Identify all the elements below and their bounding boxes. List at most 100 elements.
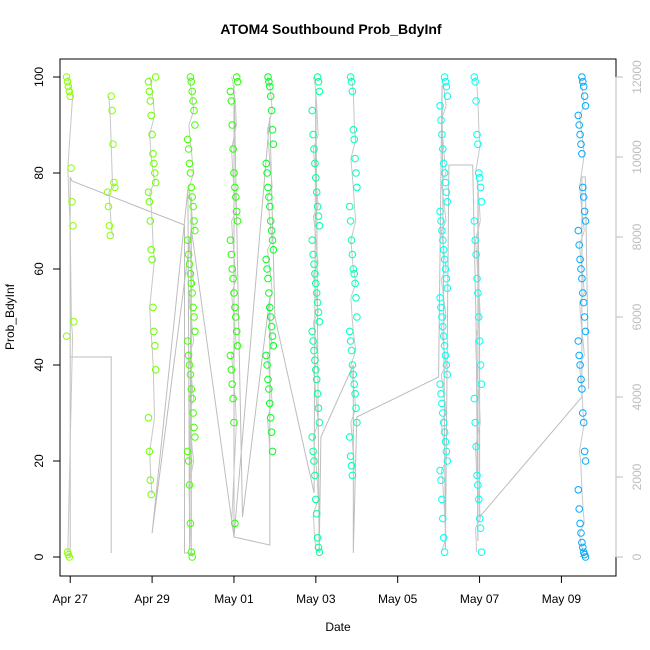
- cluster-vertical-line: [440, 268, 447, 279]
- data-point: [228, 265, 236, 273]
- data-point: [315, 418, 324, 427]
- cluster-vertical-line: [315, 292, 318, 303]
- data-point: [475, 495, 483, 504]
- cluster-vertical-line: [579, 451, 582, 462]
- data-point: [581, 217, 590, 225]
- data-point: [312, 366, 320, 374]
- data-point: [265, 385, 273, 393]
- cluster-vertical-line: [266, 307, 270, 318]
- point-cluster: [103, 92, 119, 240]
- cluster-vertical-line: [232, 307, 235, 318]
- cluster-vertical-line: [269, 163, 272, 174]
- data-point: [574, 337, 583, 345]
- data-point: [265, 289, 273, 297]
- data-point: [473, 471, 481, 480]
- data-point: [350, 380, 359, 389]
- data-point: [185, 159, 194, 168]
- data-point: [442, 82, 451, 91]
- cluster-vertical-line: [234, 196, 237, 212]
- data-point: [472, 97, 480, 105]
- cluster-vertical-line: [314, 283, 317, 294]
- cluster-vertical-line: [188, 355, 191, 366]
- data-point: [62, 73, 71, 81]
- data-point: [232, 73, 241, 81]
- cluster-vertical-line: [315, 177, 318, 193]
- cluster-vertical-line: [352, 384, 355, 394]
- data-point: [108, 106, 116, 115]
- y-tick-label: 80: [32, 166, 46, 180]
- cluster-vertical-line: [580, 124, 583, 135]
- cluster-vertical-line: [190, 91, 193, 102]
- data-point: [475, 514, 484, 523]
- cluster-vertical-line: [350, 350, 357, 366]
- cluster-vertical-line: [316, 408, 319, 423]
- cluster-vertical-line: [314, 451, 317, 462]
- data-point: [475, 337, 484, 345]
- cluster-vertical-line: [190, 552, 193, 558]
- cluster-vertical-line: [188, 484, 191, 524]
- data-point: [149, 303, 157, 312]
- data-point: [311, 471, 319, 480]
- cluster-vertical-line: [477, 100, 480, 135]
- data-point: [437, 476, 445, 485]
- data-point: [476, 183, 485, 192]
- y-tick-label: 60: [32, 262, 46, 276]
- data-point: [578, 385, 586, 393]
- cluster-vertical-line: [149, 451, 152, 481]
- data-point: [147, 111, 155, 120]
- data-point: [577, 529, 585, 537]
- cluster-vertical-line: [189, 254, 192, 265]
- cluster-vertical-line: [316, 254, 319, 265]
- data-point: [443, 457, 452, 465]
- cluster-vertical-line: [351, 81, 354, 92]
- cluster-vertical-line: [266, 417, 270, 433]
- data-point: [475, 313, 483, 321]
- data-point: [186, 270, 195, 278]
- data-point: [315, 548, 324, 557]
- cluster-vertical-line: [312, 369, 316, 380]
- data-point: [309, 337, 317, 345]
- cluster-vertical-line: [580, 316, 583, 332]
- data-point: [579, 543, 587, 552]
- cluster-vertical-line: [444, 163, 447, 174]
- data-point: [314, 543, 323, 552]
- chart-title: ATOM4 Southbound Prob_BdyInf: [220, 21, 441, 37]
- cluster-vertical-line: [444, 518, 447, 538]
- data-point: [229, 145, 237, 153]
- data-point: [346, 337, 355, 345]
- cluster-vertical-line: [444, 211, 447, 222]
- data-point: [262, 351, 271, 360]
- data-point: [441, 265, 450, 273]
- data-point: [574, 486, 583, 494]
- cluster-vertical-line: [312, 273, 316, 284]
- data-point: [351, 279, 359, 288]
- cluster-vertical-line: [266, 129, 270, 145]
- data-point: [110, 178, 118, 187]
- data-point: [310, 260, 318, 269]
- x-tick-label: May 07: [460, 592, 500, 606]
- data-point: [232, 313, 240, 321]
- cluster-vertical-line: [312, 436, 316, 452]
- cluster-vertical-line: [582, 508, 585, 524]
- data-point: [63, 78, 72, 86]
- cluster-vertical-line: [351, 172, 354, 188]
- cluster-vertical-line: [443, 148, 446, 164]
- cluster-vertical-line: [440, 326, 443, 337]
- data-point: [348, 87, 357, 96]
- data-point: [184, 457, 193, 465]
- data-point: [233, 342, 242, 350]
- data-point: [474, 140, 482, 148]
- cluster-vertical-line: [312, 311, 319, 323]
- cluster-vertical-line: [579, 302, 582, 318]
- cluster-vertical-line: [189, 196, 192, 207]
- cluster-vertical-line: [440, 120, 443, 135]
- cluster-vertical-line: [149, 307, 152, 332]
- cluster-vertical-line: [443, 345, 446, 356]
- y-axis-label: Prob_BdyInf: [3, 283, 17, 350]
- cluster-vertical-line: [354, 340, 357, 351]
- data-point: [579, 183, 587, 192]
- data-point: [350, 270, 359, 278]
- data-point: [581, 457, 590, 465]
- cluster-vertical-line: [149, 192, 152, 202]
- cluster-vertical-line: [234, 398, 237, 423]
